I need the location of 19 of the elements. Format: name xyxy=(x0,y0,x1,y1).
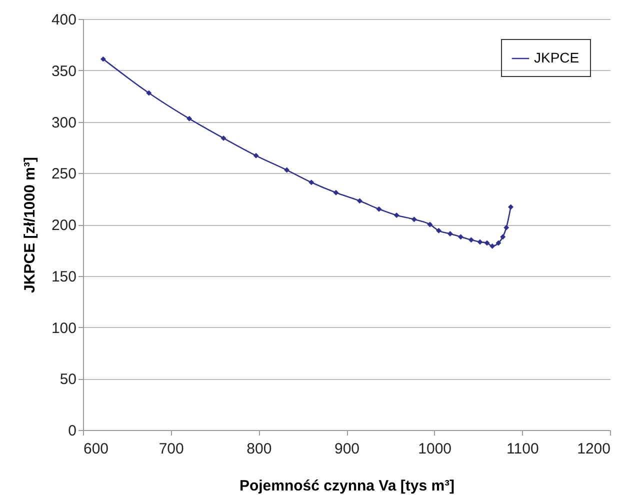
y-tick-label: 50 xyxy=(60,371,76,388)
x-axis-title: Pojemność czynna Va [tys m³] xyxy=(239,478,455,494)
legend-label: JKPCE xyxy=(534,50,580,66)
x-tick-label: 700 xyxy=(158,440,184,458)
y-tick-label: 0 xyxy=(68,422,76,440)
y-tick-label: 300 xyxy=(51,114,76,132)
y-tick-label: 350 xyxy=(51,62,76,80)
y-axis-title: JKPCE [zł/1000 m³] xyxy=(21,157,38,293)
x-tick-label: 800 xyxy=(246,440,272,458)
x-tick-label: 1000 xyxy=(418,440,452,458)
y-tick-label: 250 xyxy=(51,166,76,183)
y-tick-label: 400 xyxy=(51,12,76,28)
x-tick-label: 1100 xyxy=(506,440,539,458)
x-tick-label: 1200 xyxy=(577,440,610,458)
y-tick-label: 200 xyxy=(51,217,76,234)
x-tick-label: 900 xyxy=(334,440,360,458)
y-tick-label: 100 xyxy=(51,320,76,337)
y-tick-label: 150 xyxy=(51,268,76,286)
x-tick-label: 600 xyxy=(84,440,109,458)
